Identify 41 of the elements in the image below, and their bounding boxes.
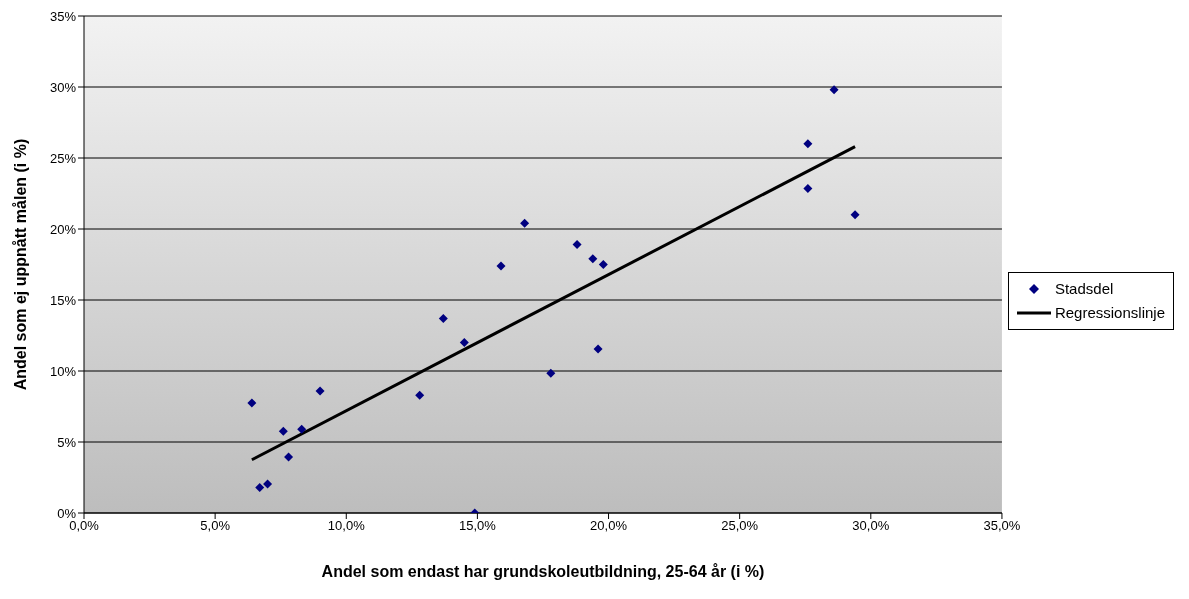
point (803, 184, 813, 194)
x-tick-label: 0,0% (69, 518, 100, 534)
point (593, 344, 603, 354)
point (459, 338, 469, 348)
y-tick-label: 20% (49, 221, 77, 237)
point (438, 313, 448, 323)
x-tick-label: 25,0% (721, 518, 759, 534)
point (520, 218, 530, 228)
x-tick-label: 30,0% (852, 518, 890, 534)
point (598, 260, 608, 269)
y-tick-label: 5% (57, 434, 77, 450)
y-tick-label: 30% (49, 79, 77, 95)
point (546, 368, 556, 378)
point (850, 210, 860, 220)
point (247, 398, 257, 408)
point (572, 240, 582, 250)
point (297, 424, 307, 434)
y-tick-label: 15% (49, 292, 77, 308)
point (255, 482, 265, 492)
point (829, 85, 839, 95)
legend-label: Stadsdel (1054, 278, 1114, 299)
x-tick-label: 15,0% (458, 518, 497, 534)
x-tick-label: 5,0% (200, 518, 231, 534)
x-axis-title: Andel som endast har grundskoleutbildning, 25-64 år (i %) (321, 563, 765, 580)
y-tick-label: 0% (57, 505, 77, 521)
point (284, 452, 294, 462)
y-tick-label: 10% (49, 363, 77, 379)
point (496, 261, 506, 271)
x-tick-label: 20,0% (590, 518, 628, 534)
point (803, 139, 813, 149)
point (263, 479, 273, 489)
x-tick-label: 35,0% (983, 518, 1021, 534)
x-tick-label: 10,0% (327, 518, 366, 534)
point (588, 254, 598, 264)
y-axis-title: Andel som ej uppnått målen (i %) (11, 138, 29, 391)
point (415, 390, 425, 400)
point (315, 386, 325, 396)
legend-label: Regressionslinje (1054, 302, 1165, 323)
y-tick-label: 25% (49, 150, 77, 166)
y-tick-label: 35% (49, 8, 77, 24)
point (278, 426, 288, 436)
